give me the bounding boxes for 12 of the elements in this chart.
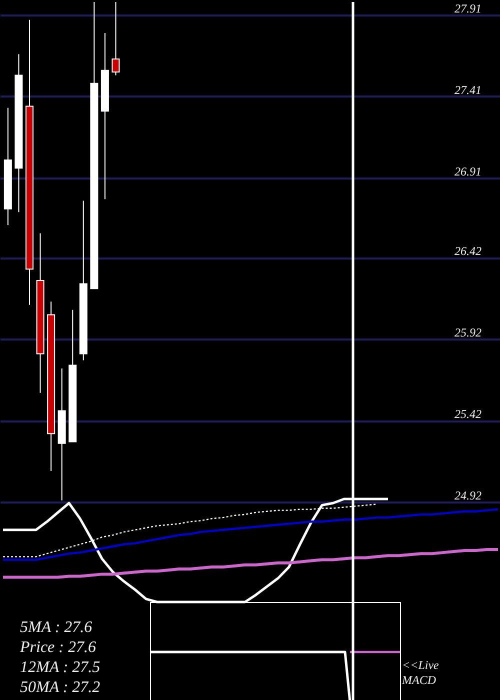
y-tick-label: 27.91 bbox=[454, 2, 482, 16]
text: 50MA : 27.2 bbox=[20, 679, 100, 696]
text: Price : 27.6 bbox=[19, 639, 96, 656]
y-tick-label: 26.91 bbox=[454, 164, 482, 178]
y-tick-label: 26.42 bbox=[454, 244, 482, 258]
y-tick-label: 24.92 bbox=[454, 488, 482, 502]
y-tick-label: 25.92 bbox=[454, 326, 482, 340]
y-tick-label: 27.41 bbox=[454, 82, 482, 97]
text: 5MA : 27.6 bbox=[20, 619, 92, 636]
text: 12MA : 27.5 bbox=[20, 659, 100, 676]
text: <<Live MACD bbox=[401, 658, 440, 687]
y-tick-label: 25.42 bbox=[454, 407, 482, 422]
